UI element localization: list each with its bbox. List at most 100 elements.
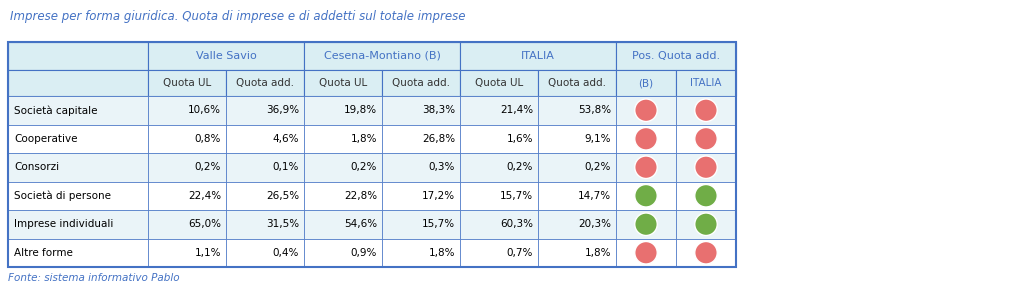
Text: Società capitale: Società capitale: [14, 105, 97, 115]
Bar: [304, 70, 382, 96]
Text: ITALIA: ITALIA: [690, 78, 722, 88]
Bar: [616, 124, 676, 153]
Text: 38,3%: 38,3%: [422, 105, 455, 115]
Bar: [8, 42, 736, 267]
Bar: [382, 153, 460, 181]
Bar: [226, 96, 304, 124]
Bar: [676, 210, 736, 239]
Text: Altre forme: Altre forme: [14, 248, 73, 258]
Text: 4,6%: 4,6%: [272, 134, 299, 144]
Text: 0,3%: 0,3%: [429, 162, 455, 172]
Text: 1,1%: 1,1%: [195, 248, 221, 258]
Bar: [226, 70, 304, 96]
Bar: [304, 181, 382, 210]
Circle shape: [694, 213, 717, 236]
Bar: [148, 124, 226, 153]
Bar: [226, 124, 304, 153]
Bar: [8, 153, 148, 181]
Text: 54,6%: 54,6%: [344, 219, 377, 229]
Bar: [460, 124, 538, 153]
Bar: [382, 210, 460, 239]
Text: 0,1%: 0,1%: [272, 162, 299, 172]
Bar: [148, 42, 304, 70]
Bar: [460, 210, 538, 239]
Text: ITALIA: ITALIA: [521, 51, 555, 61]
Text: Imprese individuali: Imprese individuali: [14, 219, 114, 229]
Circle shape: [635, 156, 657, 179]
Bar: [616, 181, 676, 210]
Text: 31,5%: 31,5%: [266, 219, 299, 229]
Bar: [8, 42, 148, 70]
Text: 19,8%: 19,8%: [344, 105, 377, 115]
Bar: [8, 96, 148, 124]
Circle shape: [635, 99, 657, 121]
Bar: [676, 96, 736, 124]
Text: 22,4%: 22,4%: [187, 191, 221, 201]
Text: Quota UL: Quota UL: [318, 78, 368, 88]
Bar: [8, 70, 148, 96]
Text: 1,8%: 1,8%: [428, 248, 455, 258]
Text: (B): (B): [638, 78, 653, 88]
Text: 0,4%: 0,4%: [272, 248, 299, 258]
Bar: [538, 153, 616, 181]
Circle shape: [635, 213, 657, 236]
Text: 53,8%: 53,8%: [578, 105, 611, 115]
Bar: [8, 124, 148, 153]
Circle shape: [635, 184, 657, 207]
Bar: [148, 239, 226, 267]
Bar: [616, 239, 676, 267]
Bar: [460, 239, 538, 267]
Bar: [460, 96, 538, 124]
Text: Cesena-Montiano (B): Cesena-Montiano (B): [324, 51, 440, 61]
Text: 15,7%: 15,7%: [500, 191, 534, 201]
Bar: [148, 181, 226, 210]
Bar: [460, 70, 538, 96]
Bar: [676, 70, 736, 96]
Bar: [382, 181, 460, 210]
Bar: [148, 70, 226, 96]
Text: Società di persone: Società di persone: [14, 190, 111, 201]
Bar: [676, 153, 736, 181]
Bar: [538, 70, 616, 96]
Bar: [460, 153, 538, 181]
Text: 15,7%: 15,7%: [422, 219, 455, 229]
Text: 60,3%: 60,3%: [500, 219, 534, 229]
Text: 10,6%: 10,6%: [188, 105, 221, 115]
Circle shape: [694, 184, 717, 207]
Bar: [8, 210, 148, 239]
Bar: [148, 96, 226, 124]
Text: Fonte: sistema informativo Pablo: Fonte: sistema informativo Pablo: [8, 273, 179, 283]
Text: 65,0%: 65,0%: [188, 219, 221, 229]
Bar: [226, 210, 304, 239]
Bar: [226, 153, 304, 181]
Bar: [226, 181, 304, 210]
Text: Quota add.: Quota add.: [392, 78, 450, 88]
Text: 1,8%: 1,8%: [585, 248, 611, 258]
Text: 0,2%: 0,2%: [350, 162, 377, 172]
Bar: [148, 210, 226, 239]
Bar: [460, 181, 538, 210]
Bar: [304, 96, 382, 124]
Text: 0,2%: 0,2%: [585, 162, 611, 172]
Bar: [538, 239, 616, 267]
Text: 14,7%: 14,7%: [578, 191, 611, 201]
Text: Valle Savio: Valle Savio: [196, 51, 256, 61]
Text: Pos. Quota add.: Pos. Quota add.: [632, 51, 720, 61]
Bar: [676, 124, 736, 153]
Text: 36,9%: 36,9%: [266, 105, 299, 115]
Bar: [538, 96, 616, 124]
Text: 21,4%: 21,4%: [500, 105, 534, 115]
Bar: [304, 210, 382, 239]
Bar: [676, 181, 736, 210]
Bar: [382, 70, 460, 96]
Circle shape: [694, 127, 717, 150]
Text: 0,7%: 0,7%: [507, 248, 534, 258]
Bar: [616, 70, 676, 96]
Text: 1,8%: 1,8%: [350, 134, 377, 144]
Bar: [616, 96, 676, 124]
Bar: [382, 239, 460, 267]
Bar: [304, 124, 382, 153]
Text: 20,3%: 20,3%: [578, 219, 611, 229]
Text: 0,8%: 0,8%: [195, 134, 221, 144]
Text: 0,2%: 0,2%: [195, 162, 221, 172]
